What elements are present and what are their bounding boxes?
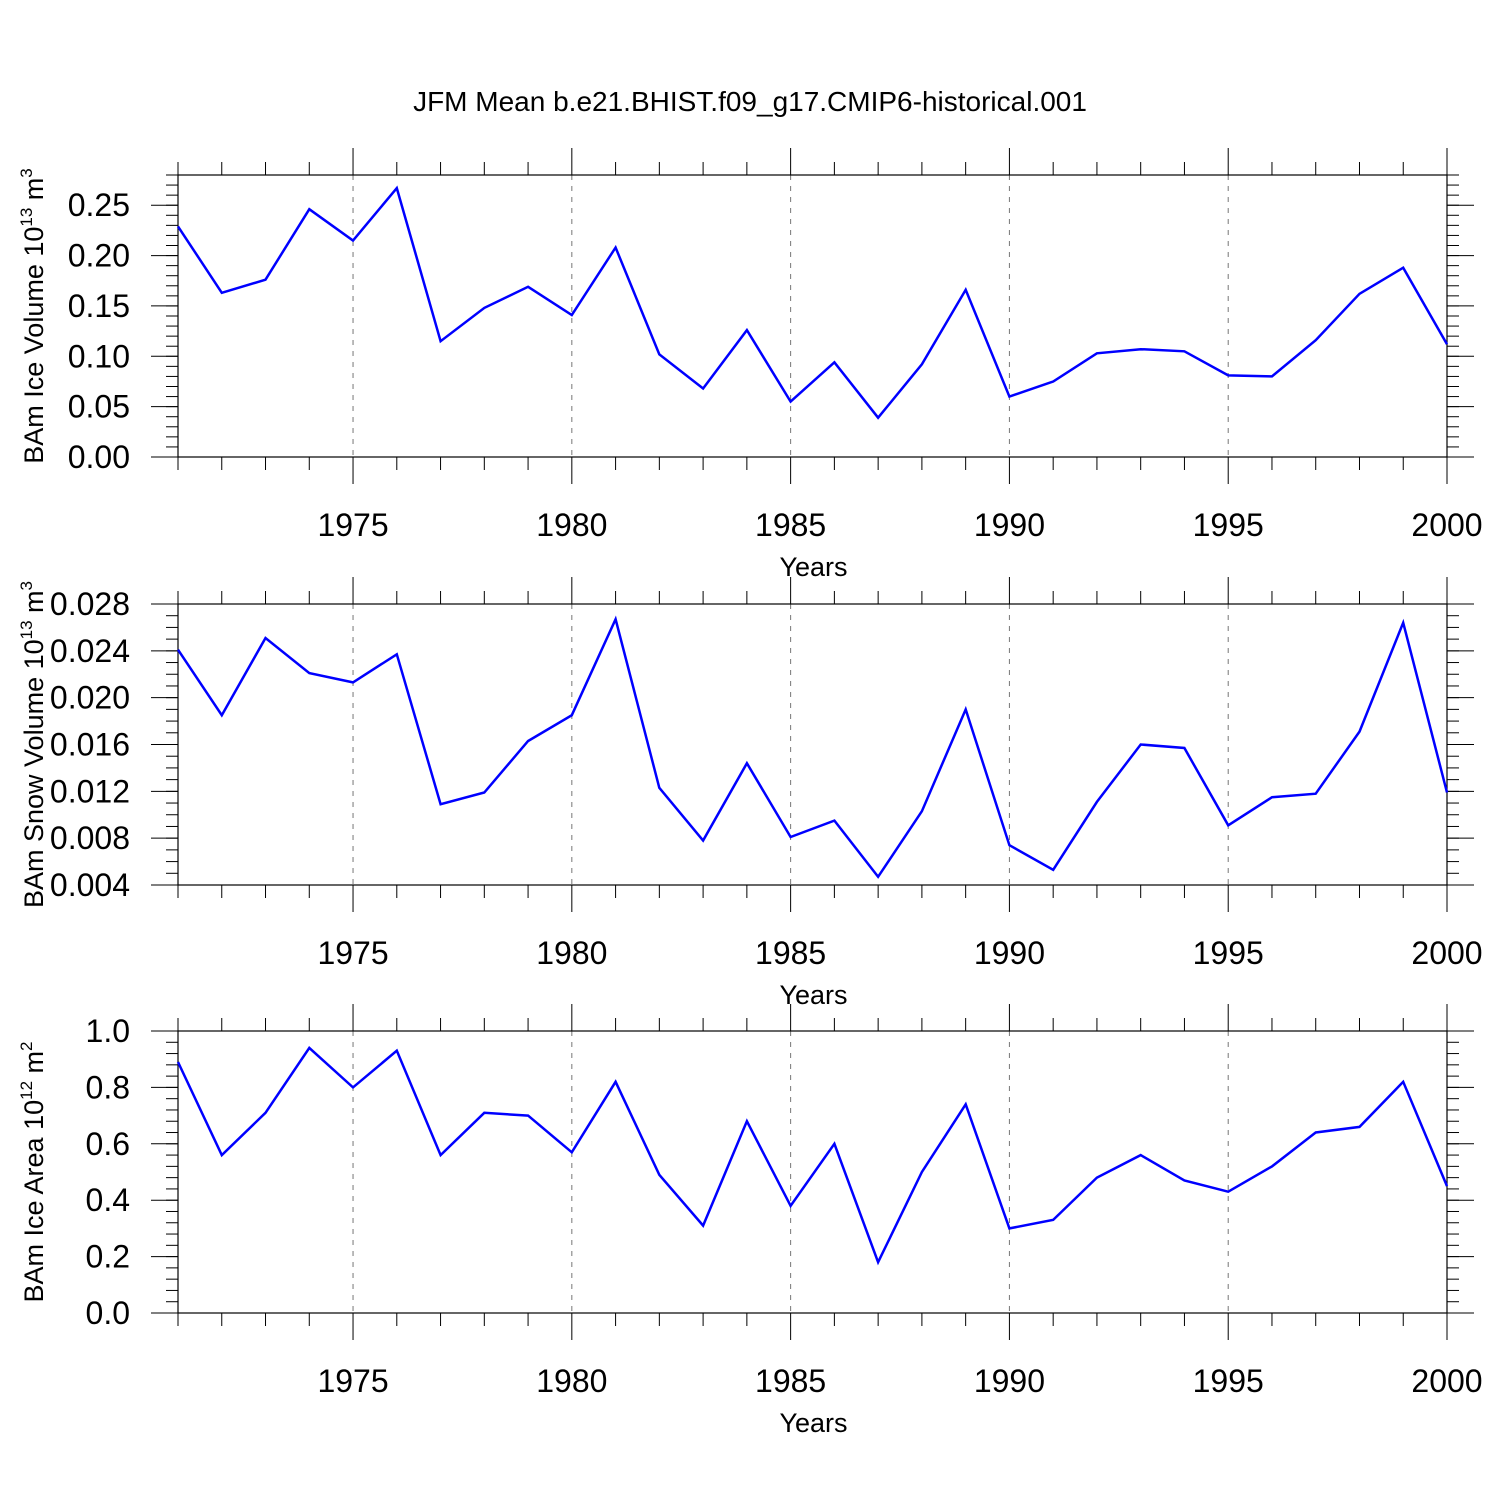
y-tick-label: 0.15 (68, 288, 130, 324)
y-label-text: m (19, 178, 49, 208)
y-label-text: BAm Snow Volume 10 (19, 639, 49, 908)
y-label-superscript: 13 (17, 208, 36, 227)
y-tick-label: 0.004 (50, 867, 130, 903)
chart-panel-3: 0.0 0.2 0.4 0.6 0.8 1.0 1975 1980 1985 1990 1995 20… (17, 1004, 1483, 1438)
series-line (176, 615, 1449, 879)
x-tick-label: 1980 (536, 1363, 607, 1399)
y-label-superscript: 12 (17, 1081, 36, 1100)
plot-frame (177, 1030, 1448, 1314)
y-tick-label: 0.028 (50, 586, 130, 622)
y-axis-label: BAm Ice Area 1012 m2 (17, 1042, 49, 1303)
y-tick-label: 0.0 (86, 1295, 130, 1331)
x-tick-label: 2000 (1411, 935, 1482, 971)
x-tick-label: 1990 (974, 935, 1045, 971)
series-line (176, 1046, 1449, 1266)
x-tick-label: 1985 (755, 507, 826, 543)
y-tick-label: 0.4 (86, 1182, 130, 1218)
x-axis-label: Years (779, 980, 847, 1010)
x-axis-label: Years (779, 1408, 847, 1438)
x-tick-label: 1985 (755, 1363, 826, 1399)
x-tick-label: 1995 (1193, 507, 1264, 543)
x-tick-label: 1980 (536, 935, 607, 971)
series-line (176, 185, 1449, 420)
x-tick-label: 1975 (317, 507, 388, 543)
x-tick-label: 2000 (1411, 1363, 1482, 1399)
y-label-superscript: 3 (17, 581, 36, 590)
chart-panel-2: 0.004 0.008 0.012 0.016 0.020 0.024 0.028 1975 1… (17, 577, 1483, 1010)
y-tick-label: 0.8 (86, 1069, 130, 1105)
y-tick-label: 1.0 (86, 1013, 130, 1049)
y-tick-label: 0.008 (50, 820, 130, 856)
y-tick-label: 0.10 (68, 338, 130, 374)
y-tick-label: 0.05 (68, 389, 130, 425)
chart-panels: 0.00 0.05 0.10 0.15 0.20 0.25 1975 1980 1985 1990… (17, 148, 1483, 1438)
x-tick-label: 1995 (1193, 935, 1264, 971)
y-tick-label: 0.00 (68, 439, 130, 475)
y-axis-label: BAm Ice Volume 1013 m3 (17, 168, 49, 464)
y-tick-label: 0.024 (50, 633, 130, 669)
plot-frame (177, 174, 1448, 458)
x-tick-label: 1995 (1193, 1363, 1264, 1399)
x-tick-label: 2000 (1411, 507, 1482, 543)
x-tick-label: 1975 (317, 935, 388, 971)
x-tick-label: 1985 (755, 935, 826, 971)
y-label-text: m (19, 590, 49, 620)
y-tick-label: 0.016 (50, 727, 130, 763)
chart-panel-1: 0.00 0.05 0.10 0.15 0.20 0.25 1975 1980 1985 1990… (17, 148, 1483, 582)
x-tick-label: 1990 (974, 507, 1045, 543)
y-tick-label: 0.20 (68, 238, 130, 274)
y-label-superscript: 13 (17, 620, 36, 639)
y-label-text: BAm Ice Volume 10 (19, 227, 49, 464)
y-label-text: BAm Ice Area 10 (19, 1100, 49, 1303)
y-tick-label: 0.2 (86, 1239, 130, 1275)
x-tick-label: 1975 (317, 1363, 388, 1399)
figure-title: JFM Mean b.e21.BHIST.f09_g17.CMIP6-histo… (413, 86, 1087, 117)
y-tick-label: 0.6 (86, 1126, 130, 1162)
y-tick-label: 0.25 (68, 187, 130, 223)
y-label-superscript: 2 (17, 1042, 36, 1051)
x-tick-label: 1980 (536, 507, 607, 543)
y-tick-label: 0.020 (50, 680, 130, 716)
x-tick-label: 1990 (974, 1363, 1045, 1399)
y-axis-label: BAm Snow Volume 1013 m3 (17, 581, 49, 908)
x-axis-label: Years (779, 552, 847, 582)
y-tick-label: 0.012 (50, 773, 130, 809)
y-label-text: m (19, 1051, 49, 1081)
plot-frame (177, 603, 1448, 886)
y-label-superscript: 3 (17, 168, 36, 177)
